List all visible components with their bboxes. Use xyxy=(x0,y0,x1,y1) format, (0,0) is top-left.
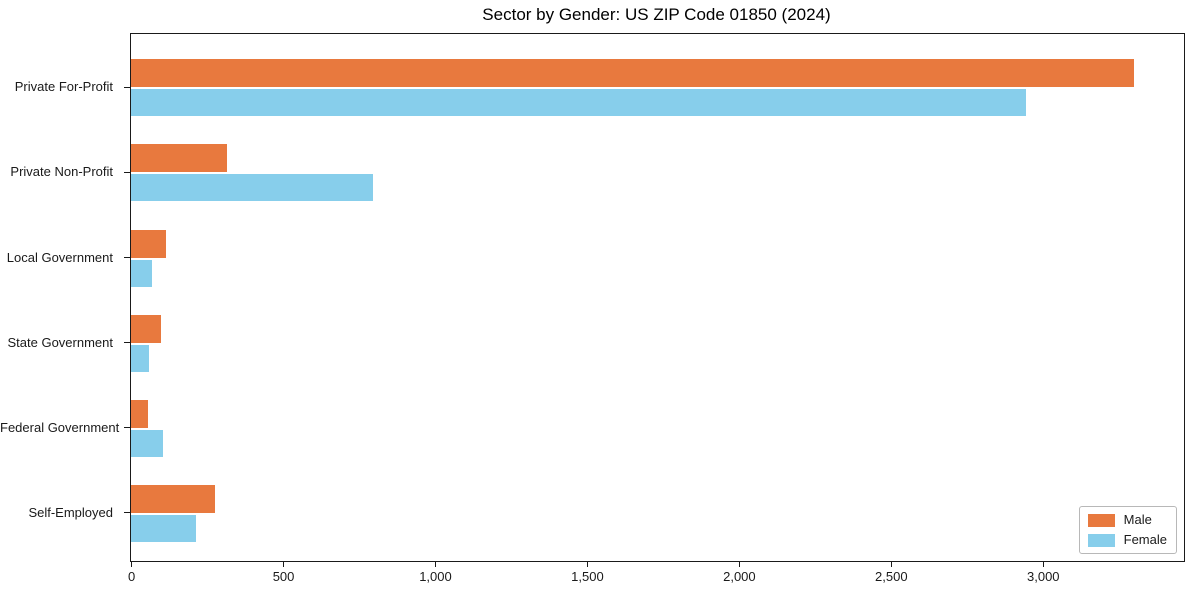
x-tick-label-2000: 2,000 xyxy=(723,569,756,584)
x-tick-label-2500: 2,500 xyxy=(875,569,908,584)
x-tick-mark xyxy=(130,561,133,567)
y-tick-mark xyxy=(124,341,130,344)
x-tick-mark xyxy=(1042,561,1045,567)
bar-female-local-government xyxy=(131,259,153,287)
y-tick-mark xyxy=(124,426,130,429)
bar-female-private-non-profit xyxy=(131,174,373,202)
bar-female-self-employed xyxy=(131,514,197,542)
legend: Male Female xyxy=(1078,506,1177,554)
x-tick-mark xyxy=(282,561,285,567)
bar-male-private-for-profit xyxy=(131,59,1134,88)
x-tick-label-0: 0 xyxy=(127,569,136,584)
bar-female-state-government xyxy=(131,344,150,372)
y-tick-mark xyxy=(124,256,130,259)
x-tick-label-1000: 1,000 xyxy=(419,569,452,584)
x-tick-label-1500: 1,500 xyxy=(571,569,604,584)
bar-male-local-government xyxy=(131,229,166,258)
legend-swatch-male xyxy=(1087,513,1115,527)
bar-male-self-employed xyxy=(131,484,215,513)
x-tick-mark xyxy=(434,561,437,567)
y-tick-label-federal-government: Federal Government xyxy=(0,419,120,435)
y-tick-label-state-government: State Government xyxy=(7,334,114,350)
bar-male-state-government xyxy=(131,314,162,343)
y-tick-label-private-for-profit: Private For-Profit xyxy=(14,79,113,95)
y-tick-mark xyxy=(124,171,130,174)
y-tick-label-self-employed: Self-Employed xyxy=(28,504,113,520)
chart-title: Sector by Gender: US ZIP Code 01850 (202… xyxy=(482,5,831,24)
x-tick-label-3000: 3,000 xyxy=(1027,569,1060,584)
x-tick-mark xyxy=(738,561,741,567)
y-tick-label-private-non-profit: Private Non-Profit xyxy=(10,164,113,180)
y-tick-mark xyxy=(124,511,130,514)
x-tick-mark xyxy=(890,561,893,567)
y-tick-label-local-government: Local Government xyxy=(6,249,113,265)
legend-swatch-female xyxy=(1087,533,1115,547)
x-tick-label-500: 500 xyxy=(272,569,295,584)
plot-area: Male Female xyxy=(130,33,1185,562)
y-tick-mark xyxy=(124,86,130,89)
legend-label-female: Female xyxy=(1123,532,1167,547)
bar-female-federal-government xyxy=(131,429,163,457)
bar-male-federal-government xyxy=(131,399,148,428)
legend-label-male: Male xyxy=(1123,512,1152,527)
legend-entry-female: Female xyxy=(1087,532,1167,547)
x-tick-mark xyxy=(586,561,589,567)
bar-male-private-non-profit xyxy=(131,144,227,173)
bar-female-private-for-profit xyxy=(131,89,1026,117)
legend-entry-male: Male xyxy=(1087,512,1167,527)
